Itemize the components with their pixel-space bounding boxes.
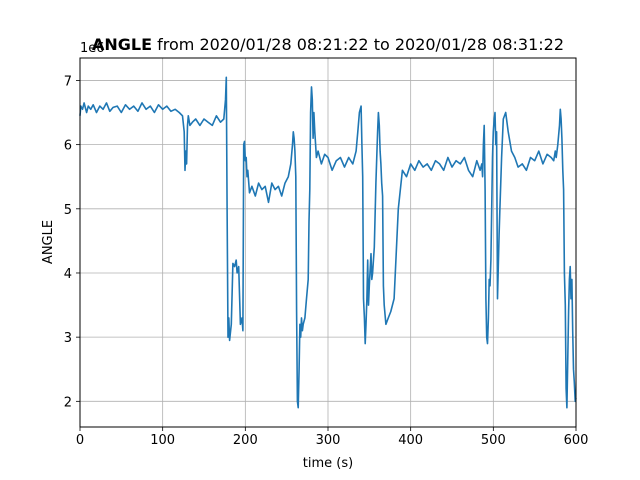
x-tick-label: 0 bbox=[76, 433, 84, 448]
y-axis-ticks: 2 3 4 5 6 7 bbox=[64, 74, 80, 410]
x-axis-ticks: 0 100 200 300 400 500 600 bbox=[76, 427, 589, 448]
chart-title: ANGLE from 2020/01/28 08:21:22 to 2020/0… bbox=[92, 35, 564, 54]
chart-title-bold: ANGLE bbox=[92, 35, 152, 54]
y-tick-label: 6 bbox=[64, 139, 72, 154]
x-axis-label: time (s) bbox=[303, 456, 353, 471]
y-axis-label: ANGLE bbox=[41, 220, 56, 264]
x-tick-label: 100 bbox=[150, 433, 175, 448]
x-tick-label: 600 bbox=[564, 433, 589, 448]
y-tick-label: 4 bbox=[64, 267, 72, 282]
y-axis-multiplier: 1e6 bbox=[80, 41, 105, 56]
y-tick-label: 3 bbox=[64, 331, 72, 346]
y-tick-label: 5 bbox=[64, 203, 72, 218]
y-tick-label: 7 bbox=[64, 74, 72, 89]
x-tick-label: 300 bbox=[316, 433, 341, 448]
data-series bbox=[79, 76, 577, 409]
x-tick-label: 500 bbox=[481, 433, 506, 448]
x-tick-label: 200 bbox=[233, 433, 258, 448]
x-tick-label: 400 bbox=[398, 433, 423, 448]
grid-lines bbox=[79, 58, 577, 427]
y-tick-label: 2 bbox=[64, 395, 72, 410]
chart-title-rest: from 2020/01/28 08:21:22 to 2020/01/28 0… bbox=[152, 35, 564, 54]
series-line bbox=[79, 76, 577, 409]
